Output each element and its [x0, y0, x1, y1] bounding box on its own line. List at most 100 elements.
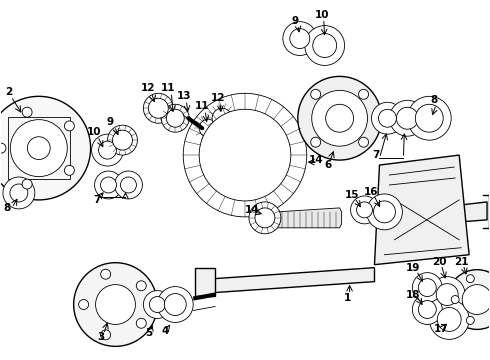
Circle shape: [194, 114, 222, 142]
Circle shape: [115, 171, 143, 199]
Circle shape: [373, 201, 395, 223]
Circle shape: [429, 300, 469, 339]
Circle shape: [157, 287, 193, 323]
Circle shape: [92, 134, 123, 166]
Circle shape: [64, 121, 74, 131]
Circle shape: [164, 293, 186, 315]
Circle shape: [166, 109, 184, 127]
Text: 17: 17: [434, 324, 448, 334]
Circle shape: [95, 171, 122, 199]
Text: 4: 4: [162, 327, 169, 336]
Circle shape: [199, 119, 217, 137]
Circle shape: [98, 141, 117, 159]
Circle shape: [0, 96, 91, 200]
Circle shape: [22, 179, 32, 189]
Circle shape: [27, 137, 50, 159]
Text: 18: 18: [406, 289, 420, 300]
Circle shape: [407, 96, 451, 140]
Circle shape: [10, 184, 28, 202]
Circle shape: [451, 296, 459, 303]
Circle shape: [290, 28, 310, 49]
Circle shape: [149, 297, 165, 312]
Circle shape: [447, 270, 490, 329]
Polygon shape: [374, 155, 469, 265]
Text: 20: 20: [432, 257, 446, 267]
Circle shape: [311, 89, 320, 99]
Circle shape: [148, 98, 168, 118]
Circle shape: [100, 330, 111, 340]
Circle shape: [144, 93, 173, 123]
Circle shape: [359, 137, 368, 147]
Text: 9: 9: [107, 117, 114, 127]
Circle shape: [413, 294, 442, 324]
Circle shape: [121, 177, 136, 193]
Circle shape: [107, 125, 137, 155]
Circle shape: [22, 107, 32, 117]
Text: 19: 19: [406, 263, 420, 273]
Circle shape: [311, 137, 320, 147]
Circle shape: [416, 104, 443, 132]
Text: 8: 8: [3, 203, 11, 213]
Polygon shape: [461, 202, 487, 222]
Circle shape: [283, 22, 317, 55]
Circle shape: [255, 208, 275, 228]
Circle shape: [136, 281, 147, 291]
Circle shape: [437, 307, 461, 332]
Circle shape: [144, 291, 172, 319]
Text: 10: 10: [315, 10, 329, 20]
Circle shape: [436, 284, 458, 306]
Text: 13: 13: [177, 91, 192, 101]
Circle shape: [207, 103, 237, 133]
Circle shape: [113, 130, 132, 150]
Circle shape: [0, 143, 6, 153]
Circle shape: [418, 279, 436, 297]
Text: 11: 11: [195, 101, 209, 111]
Circle shape: [418, 301, 436, 319]
Text: 9: 9: [291, 15, 298, 26]
Text: 14: 14: [308, 155, 323, 165]
Circle shape: [212, 108, 232, 128]
Circle shape: [161, 104, 189, 132]
Circle shape: [466, 275, 474, 283]
Circle shape: [312, 90, 368, 146]
Circle shape: [96, 285, 135, 324]
Text: 12: 12: [211, 93, 225, 103]
Text: 7: 7: [372, 150, 379, 160]
Text: 1: 1: [344, 293, 351, 302]
Polygon shape: [200, 268, 374, 293]
Text: 12: 12: [141, 84, 156, 93]
Text: 6: 6: [324, 160, 331, 170]
Circle shape: [466, 316, 474, 324]
Circle shape: [462, 285, 490, 315]
Text: 14: 14: [245, 205, 259, 215]
Circle shape: [78, 300, 89, 310]
Circle shape: [359, 89, 368, 99]
Circle shape: [183, 93, 307, 217]
Circle shape: [350, 196, 378, 224]
Polygon shape: [277, 208, 342, 228]
Text: 8: 8: [431, 95, 438, 105]
Circle shape: [136, 318, 147, 328]
Circle shape: [367, 194, 402, 230]
Circle shape: [371, 102, 403, 134]
Text: 5: 5: [145, 328, 152, 338]
Text: 16: 16: [364, 187, 379, 197]
Circle shape: [199, 109, 291, 201]
Circle shape: [390, 100, 425, 136]
Circle shape: [298, 76, 382, 160]
Circle shape: [100, 269, 111, 279]
Circle shape: [10, 120, 67, 177]
Text: 10: 10: [86, 127, 101, 137]
Circle shape: [396, 107, 418, 129]
Circle shape: [429, 276, 465, 312]
Text: 15: 15: [344, 190, 359, 200]
Circle shape: [413, 273, 442, 302]
Text: 7: 7: [93, 195, 100, 205]
Circle shape: [326, 104, 354, 132]
Text: 21: 21: [454, 257, 468, 267]
Circle shape: [74, 263, 157, 346]
Circle shape: [3, 177, 35, 209]
Circle shape: [305, 26, 344, 66]
Polygon shape: [195, 268, 215, 296]
Text: 3: 3: [97, 332, 104, 342]
